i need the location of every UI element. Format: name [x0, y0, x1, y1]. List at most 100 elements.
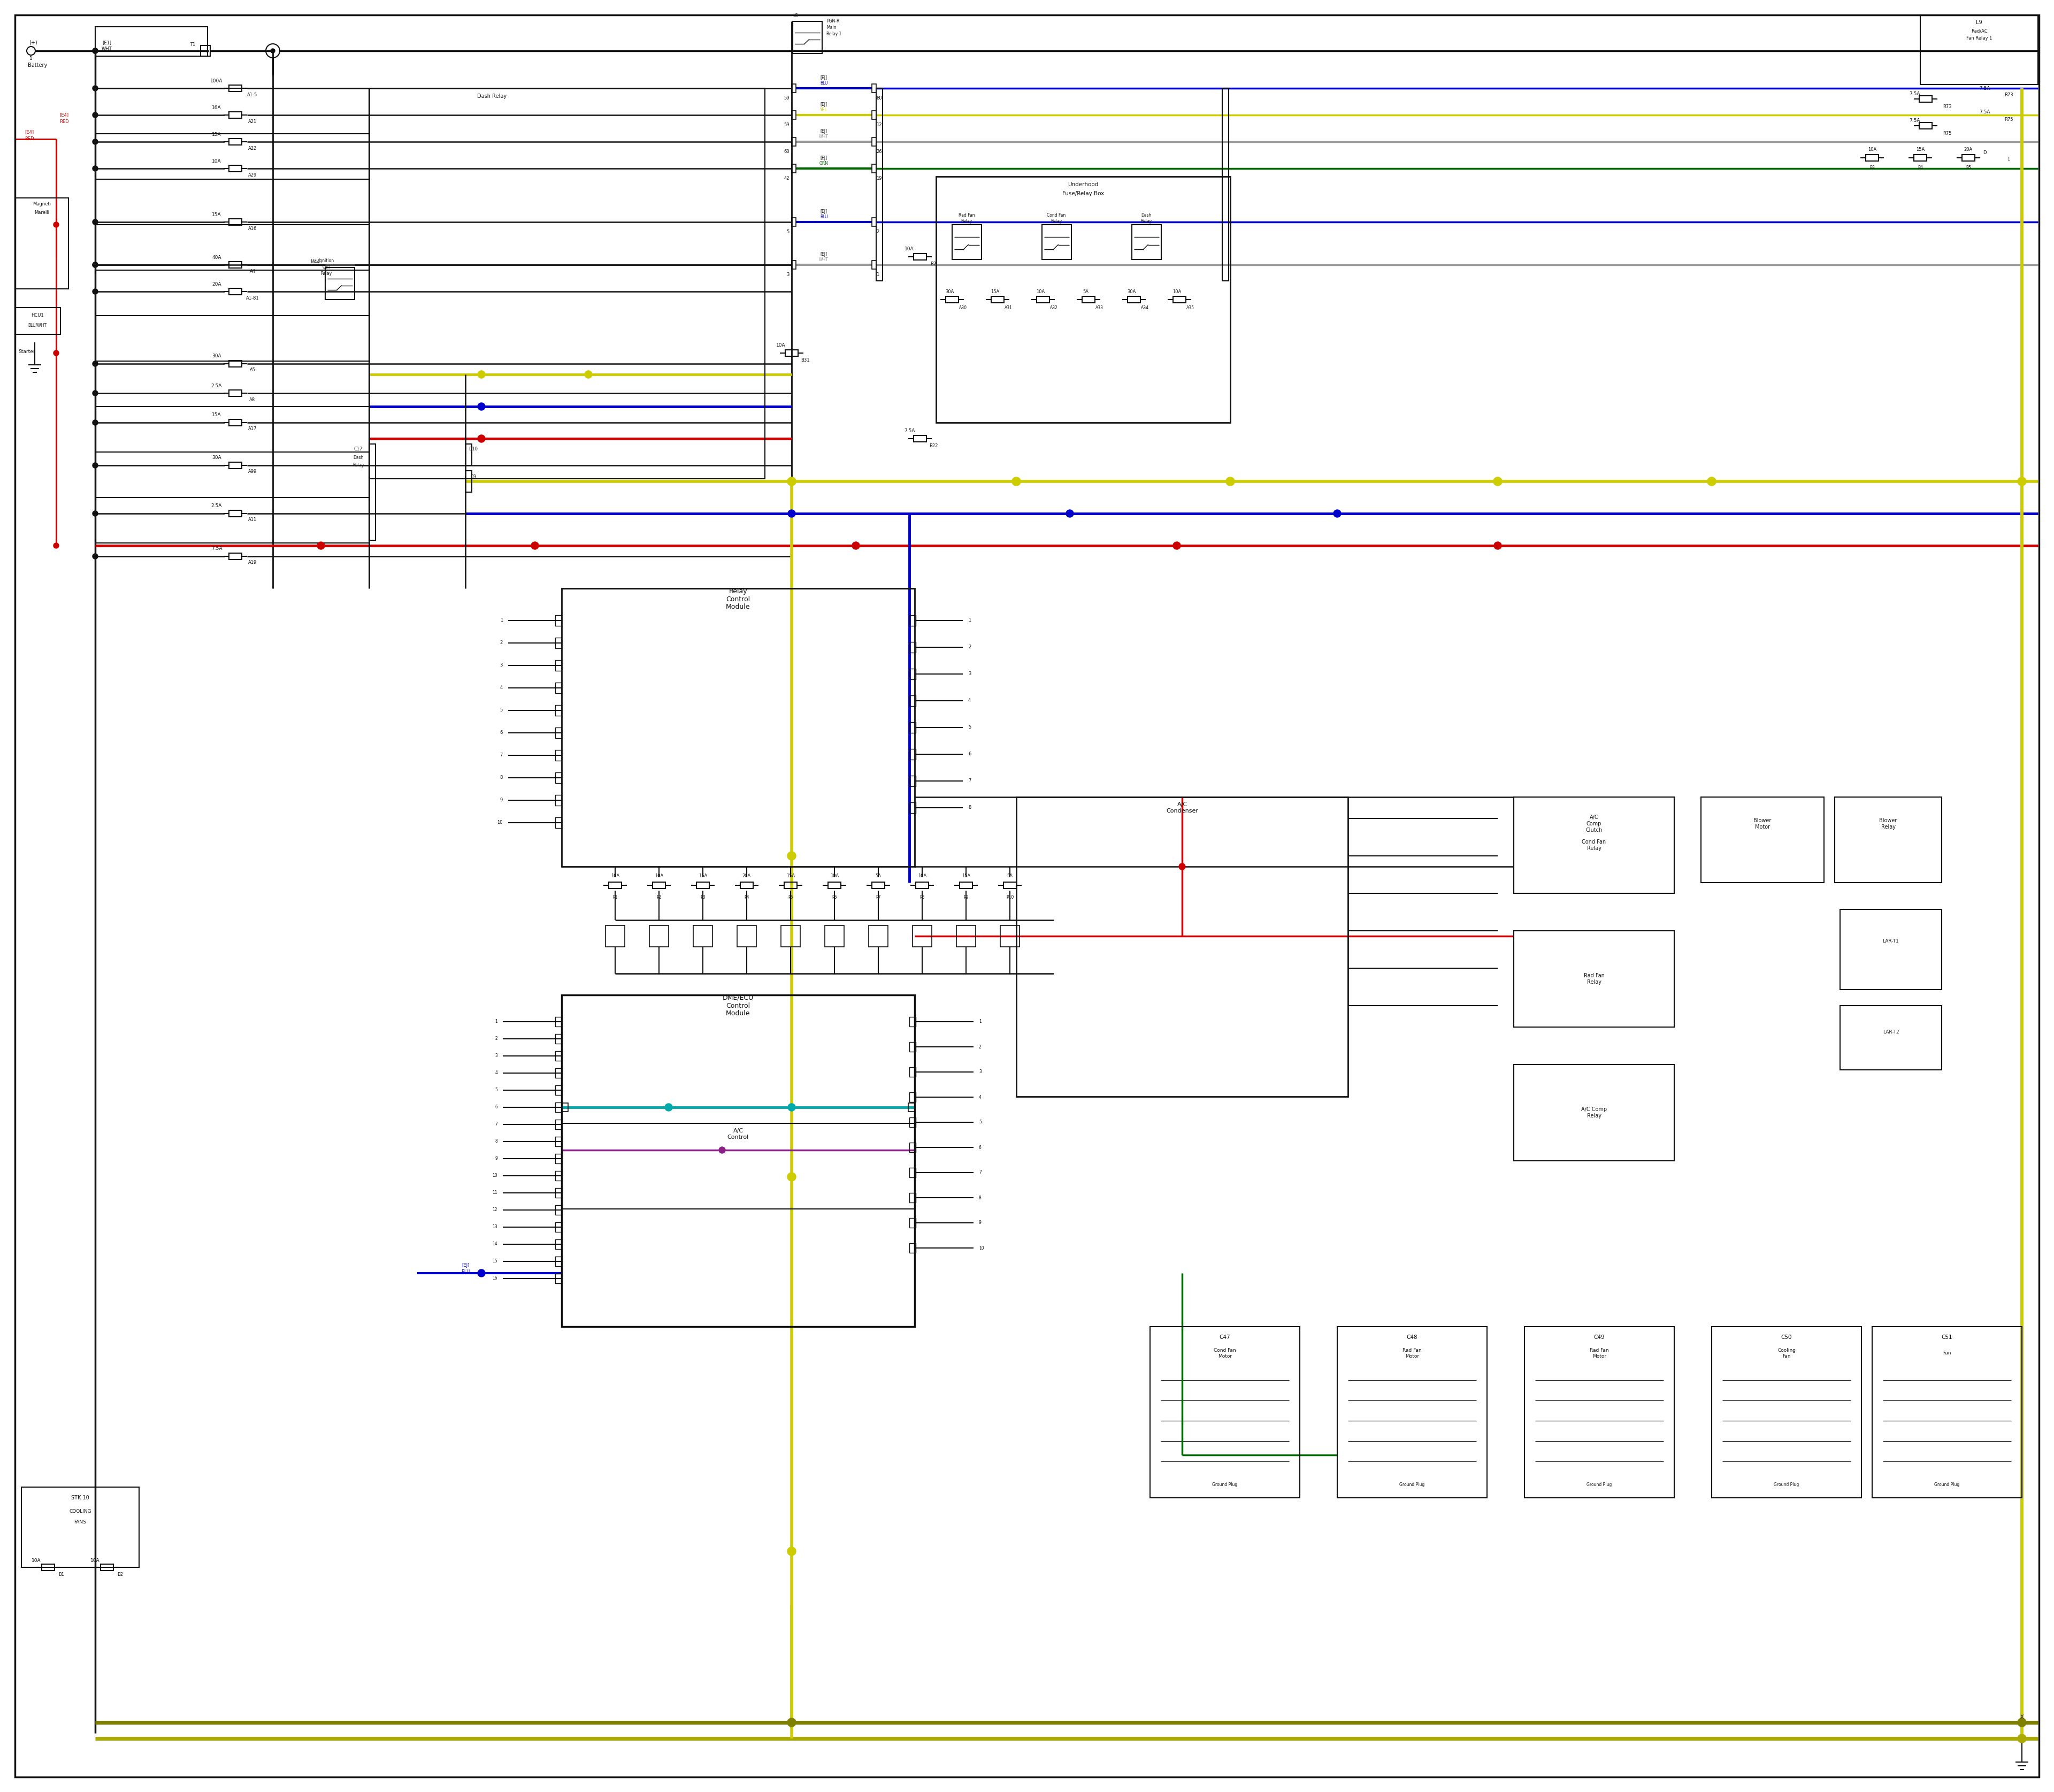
Text: Ground Plug: Ground Plug — [1586, 1482, 1612, 1487]
Bar — [953, 224, 982, 260]
Text: BLU: BLU — [460, 1271, 470, 1274]
Circle shape — [92, 289, 99, 294]
Circle shape — [665, 1104, 672, 1111]
Text: 6: 6 — [495, 1106, 497, 1109]
Text: [EJ]: [EJ] — [820, 210, 828, 213]
Bar — [555, 1086, 561, 1095]
Text: A16: A16 — [249, 226, 257, 231]
Bar — [914, 435, 926, 443]
Text: [EJ]: [EJ] — [462, 1263, 468, 1267]
Bar — [871, 217, 877, 226]
Text: 13: 13 — [493, 1224, 497, 1229]
Text: 10A: 10A — [655, 874, 663, 878]
Text: 6: 6 — [499, 731, 503, 735]
Text: 4: 4 — [980, 1095, 982, 1100]
Text: Rad Fan
Motor: Rad Fan Motor — [1403, 1348, 1421, 1358]
Circle shape — [787, 1719, 797, 1727]
Bar — [228, 511, 242, 516]
Bar — [1514, 797, 1674, 894]
Bar — [228, 554, 242, 559]
Bar — [828, 882, 840, 889]
Bar — [41, 1564, 55, 1570]
Text: Ground Plug: Ground Plug — [1935, 1482, 1960, 1487]
Text: R75: R75 — [2005, 116, 2013, 122]
Text: 9: 9 — [499, 797, 503, 803]
Text: 15A: 15A — [961, 874, 969, 878]
Text: Main: Main — [826, 25, 836, 30]
Text: 30A: 30A — [212, 455, 222, 461]
Text: 10: 10 — [980, 1245, 984, 1251]
Text: 15A: 15A — [212, 412, 222, 418]
Text: A32: A32 — [1050, 306, 1058, 310]
Text: 3: 3 — [967, 672, 972, 676]
Text: 10A: 10A — [31, 1559, 41, 1563]
Text: 7.5A: 7.5A — [212, 547, 222, 552]
Circle shape — [532, 541, 538, 550]
Bar — [877, 88, 883, 281]
Bar — [696, 882, 709, 889]
Text: 1: 1 — [877, 272, 879, 276]
Bar — [910, 803, 916, 814]
Bar — [555, 1068, 561, 1077]
Text: Relay 1: Relay 1 — [826, 32, 842, 36]
Bar — [785, 349, 799, 357]
Text: R73: R73 — [2005, 93, 2013, 97]
Text: Rad/AC: Rad/AC — [1972, 29, 1988, 34]
Bar — [791, 111, 797, 120]
Text: PGN-R: PGN-R — [826, 20, 840, 23]
Bar — [370, 88, 764, 478]
Circle shape — [1226, 477, 1234, 486]
Text: C47: C47 — [1220, 1335, 1230, 1340]
Text: Rad Fan
Relay: Rad Fan Relay — [959, 213, 976, 224]
Circle shape — [787, 851, 797, 860]
Bar — [871, 84, 877, 93]
Circle shape — [92, 113, 99, 118]
Text: 10A: 10A — [1867, 147, 1877, 152]
Text: 15: 15 — [493, 1260, 497, 1263]
Text: [EJ]: [EJ] — [820, 129, 828, 133]
Text: 10: 10 — [493, 1174, 497, 1177]
Bar — [1701, 797, 1824, 883]
Bar — [1918, 95, 1933, 102]
Text: 26: 26 — [877, 149, 881, 154]
Text: 19: 19 — [877, 176, 881, 181]
Bar — [910, 1068, 916, 1077]
Bar — [910, 1193, 916, 1202]
Bar — [561, 995, 914, 1326]
Text: Dash Relay: Dash Relay — [477, 93, 507, 99]
Circle shape — [787, 1546, 797, 1555]
Text: P5: P5 — [789, 896, 793, 900]
Text: P4: P4 — [744, 896, 750, 900]
Text: R75: R75 — [1943, 131, 1951, 136]
Bar — [871, 260, 877, 269]
Bar — [555, 1274, 561, 1283]
Text: BLU: BLU — [820, 215, 828, 219]
Text: 14: 14 — [493, 1242, 497, 1247]
Text: Underhood: Underhood — [1068, 181, 1099, 186]
Text: WHT: WHT — [103, 47, 113, 52]
Text: B4: B4 — [1918, 165, 1923, 170]
Bar — [1834, 797, 1941, 883]
Text: 5: 5 — [980, 1120, 982, 1125]
Text: 1: 1 — [967, 618, 972, 624]
Bar — [228, 165, 242, 172]
Text: [E1]: [E1] — [103, 41, 111, 45]
Bar — [959, 882, 972, 889]
Bar — [1132, 224, 1161, 260]
Bar — [910, 668, 916, 679]
Circle shape — [92, 48, 99, 54]
Bar — [871, 138, 877, 145]
Bar — [957, 925, 976, 946]
Bar — [910, 1244, 916, 1253]
Circle shape — [92, 554, 99, 559]
Bar — [555, 1034, 561, 1043]
Bar — [228, 360, 242, 367]
Text: Blower
Motor: Blower Motor — [1754, 817, 1771, 830]
Bar — [871, 111, 877, 120]
Bar — [1337, 1326, 1487, 1498]
Bar — [555, 1240, 561, 1249]
Bar — [1082, 296, 1095, 303]
Text: Blower
Relay: Blower Relay — [1879, 817, 1898, 830]
Bar — [228, 262, 242, 269]
Bar — [869, 925, 887, 946]
